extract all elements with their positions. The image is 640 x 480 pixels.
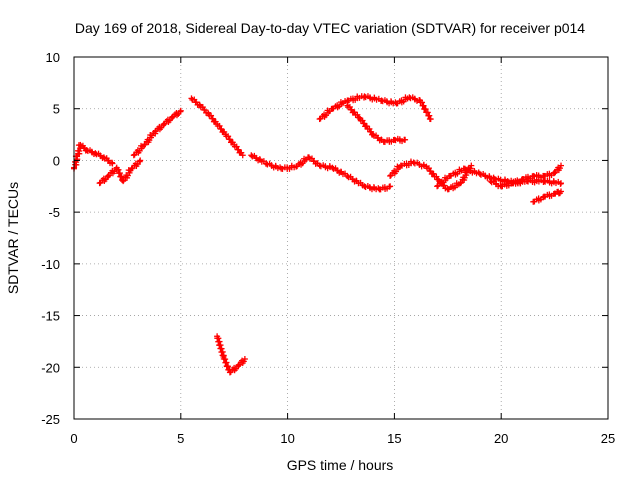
x-tick-label: 15 [387,431,401,446]
x-axis-label: GPS time / hours [287,457,394,473]
x-tick-label: 0 [70,431,77,446]
y-tick-label: -25 [41,412,60,427]
y-axis-label: SDTVAR / TECUs [5,182,21,294]
y-tick-label: -15 [41,309,60,324]
chart-title: Day 169 of 2018, Sidereal Day-to-day VTE… [75,20,585,36]
gridlines [74,57,608,419]
y-tick-label: -5 [48,205,60,220]
axis-ticks: 0 5 10 15 20 25 -25 -20 -15 -10 -5 0 5 10 [41,50,615,446]
y-tick-label: 5 [53,102,60,117]
x-tick-label: 20 [494,431,508,446]
x-tick-label: 5 [177,431,184,446]
y-tick-label: -20 [41,360,60,375]
data-points [71,93,565,376]
y-tick-label: -10 [41,257,60,272]
y-tick-label: 10 [46,50,60,65]
x-tick-label: 10 [280,431,294,446]
y-tick-label: 0 [53,153,60,168]
plot-frame [73,56,609,420]
x-tick-label: 25 [601,431,615,446]
